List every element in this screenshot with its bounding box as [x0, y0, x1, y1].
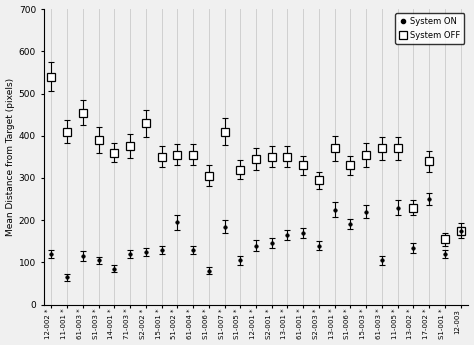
- Line: System ON: System ON: [48, 196, 464, 281]
- System ON: [174, 220, 180, 224]
- System ON: [96, 258, 101, 263]
- System ON: [128, 252, 133, 256]
- System ON: [64, 275, 70, 279]
- System ON: [253, 244, 259, 248]
- System ON: [442, 252, 447, 256]
- System ON: [364, 210, 369, 214]
- System OFF: [96, 138, 101, 142]
- System ON: [206, 269, 212, 273]
- System OFF: [379, 146, 385, 150]
- System OFF: [395, 146, 401, 150]
- System ON: [395, 206, 401, 210]
- System ON: [237, 258, 243, 263]
- System OFF: [206, 174, 212, 178]
- System ON: [410, 246, 416, 250]
- System OFF: [301, 163, 306, 167]
- System OFF: [442, 237, 447, 241]
- System OFF: [253, 157, 259, 161]
- System OFF: [458, 229, 464, 233]
- System ON: [269, 241, 274, 246]
- System OFF: [222, 129, 228, 134]
- Y-axis label: Mean Distance from Target (pixels): Mean Distance from Target (pixels): [6, 78, 15, 236]
- System ON: [426, 197, 432, 201]
- System ON: [111, 267, 117, 271]
- System ON: [458, 229, 464, 233]
- System OFF: [364, 153, 369, 157]
- System OFF: [64, 129, 70, 134]
- System ON: [222, 225, 228, 229]
- System OFF: [426, 159, 432, 163]
- System OFF: [174, 153, 180, 157]
- System ON: [159, 248, 164, 252]
- System OFF: [128, 144, 133, 148]
- System ON: [49, 252, 55, 256]
- System ON: [332, 208, 337, 212]
- System ON: [379, 258, 385, 263]
- System OFF: [332, 146, 337, 150]
- System ON: [316, 244, 322, 248]
- System ON: [143, 250, 149, 254]
- System OFF: [49, 75, 55, 79]
- System OFF: [111, 150, 117, 155]
- System ON: [190, 248, 196, 252]
- System OFF: [410, 206, 416, 210]
- System OFF: [80, 110, 86, 115]
- System OFF: [159, 155, 164, 159]
- System ON: [285, 233, 291, 237]
- System OFF: [143, 121, 149, 125]
- System OFF: [269, 155, 274, 159]
- System ON: [301, 231, 306, 235]
- System OFF: [285, 155, 291, 159]
- System OFF: [347, 163, 353, 167]
- System OFF: [190, 153, 196, 157]
- System ON: [347, 222, 353, 226]
- System ON: [80, 254, 86, 258]
- System OFF: [316, 178, 322, 182]
- Line: System OFF: System OFF: [47, 72, 465, 243]
- Legend: System ON, System OFF: System ON, System OFF: [395, 13, 464, 44]
- System OFF: [237, 167, 243, 171]
